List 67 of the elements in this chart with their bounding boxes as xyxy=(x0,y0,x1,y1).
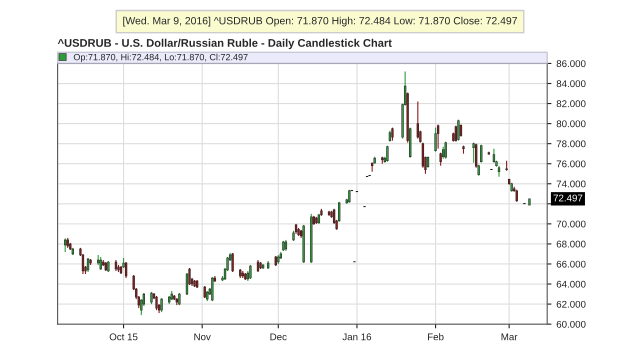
candlestick xyxy=(150,291,153,305)
candlestick xyxy=(66,237,69,248)
candlestick xyxy=(204,285,206,299)
candlestick xyxy=(97,254,100,266)
candlestick xyxy=(416,101,419,140)
candlestick xyxy=(256,259,260,273)
y-tick-label: 68.000 xyxy=(556,240,586,248)
candlestick xyxy=(436,124,440,150)
candlestick xyxy=(124,261,128,279)
x-tick-label: Nov xyxy=(194,334,211,340)
candlestick xyxy=(86,257,90,273)
chart-title: [Wed. Mar 9, 2016] ^USDRUB Open: 71.870 High: 72.484 Low: 71.870 Close: 72.497 xyxy=(123,16,517,26)
y-tick-label: 80.000 xyxy=(556,120,586,128)
candlestick xyxy=(348,189,350,204)
candlestick xyxy=(439,152,442,166)
candlestick xyxy=(386,145,389,162)
y-tick-label: 84.000 xyxy=(556,80,586,88)
candlestick xyxy=(104,261,107,272)
candlestick xyxy=(282,240,285,252)
candlestick xyxy=(505,160,508,172)
candlestick xyxy=(114,259,118,272)
candlestick xyxy=(155,296,158,311)
candlestick xyxy=(64,238,66,252)
x-tick-label: Feb xyxy=(428,333,444,340)
legend-label: Op:71.870, Hi:72.484, Lo:71.870, Cl:72.497 xyxy=(74,54,248,62)
candlestick xyxy=(231,252,234,273)
y-tick-label: 82.000 xyxy=(556,100,586,108)
candlestick xyxy=(160,298,163,313)
candlestick xyxy=(277,254,280,265)
candlestick xyxy=(318,213,320,224)
annotation: 72.497 xyxy=(554,194,582,202)
candlestick xyxy=(480,144,482,164)
candlestick xyxy=(249,264,252,280)
y-tick-label: 74.000 xyxy=(556,180,586,188)
candlestick xyxy=(516,189,518,202)
x-tick-label: Dec xyxy=(270,334,287,340)
candlestick xyxy=(100,256,102,271)
candlestick xyxy=(434,127,437,152)
candlestick xyxy=(391,127,394,142)
candlestick xyxy=(284,239,288,252)
candlestick xyxy=(206,290,208,302)
candlestick xyxy=(178,292,181,306)
candlestick xyxy=(457,119,460,142)
x-tick-label: Jan 16 xyxy=(342,333,372,340)
candlestick xyxy=(170,290,173,301)
candlestick xyxy=(492,148,496,164)
y-tick-label: 70.000 xyxy=(556,220,586,228)
x-tick-label: Mar xyxy=(502,334,518,340)
candlestick xyxy=(460,124,462,138)
y-tick-label: 62.000 xyxy=(556,300,586,308)
y-tick-label: 66.000 xyxy=(556,260,586,268)
y-tick-label: 64.000 xyxy=(556,280,586,288)
candlestick xyxy=(472,142,475,164)
chart-subtitle: ^USDRUB - U.S. Dollar/Russian Ruble - Daily Candlestick Chart xyxy=(58,38,392,50)
candlestick xyxy=(444,141,447,160)
candlestick xyxy=(107,260,110,273)
candlestick xyxy=(211,276,214,302)
candlestick xyxy=(274,255,277,267)
candlestick xyxy=(239,268,242,279)
y-tick-label: 76.000 xyxy=(556,160,586,168)
y-tick-label: 86.000 xyxy=(556,60,586,68)
candlestick xyxy=(388,130,392,142)
y-tick-label: 60.000 xyxy=(556,320,586,328)
x-tick-label: Oct 15 xyxy=(110,333,138,340)
y-tick-label: 78.000 xyxy=(556,140,586,148)
candlestick xyxy=(510,182,513,192)
candlestick xyxy=(370,162,374,172)
